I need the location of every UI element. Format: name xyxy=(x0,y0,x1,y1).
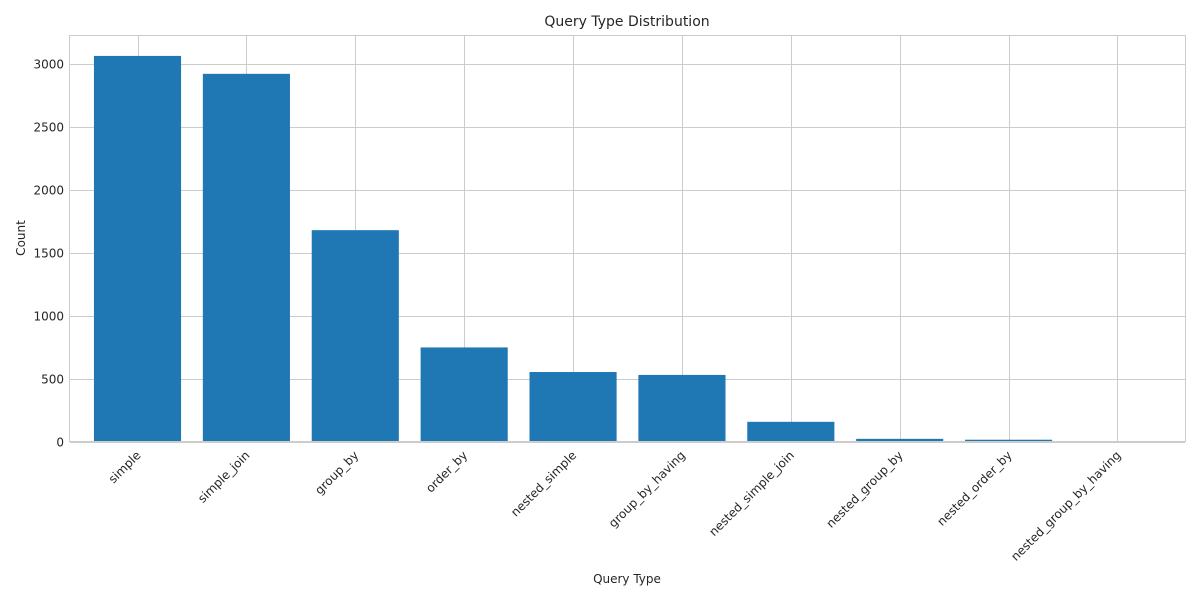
bar-simple xyxy=(93,55,182,442)
x-tick-label: nested_simple_join xyxy=(706,448,797,539)
bar-group_by_having xyxy=(638,374,726,442)
y-tick-label: 500 xyxy=(41,373,64,387)
x-tick-label: simple_join xyxy=(195,448,252,505)
x-tick-label: group_by xyxy=(312,448,361,497)
x-tick-label: simple xyxy=(106,448,144,486)
x-tick-label: group_by_having xyxy=(606,448,688,530)
x-axis-label: Query Type xyxy=(593,572,661,586)
x-tick-label: order_by xyxy=(423,448,470,495)
y-tick-label: 3000 xyxy=(33,58,64,72)
bars xyxy=(93,55,1162,443)
x-tick-label: nested_order_by xyxy=(934,448,1014,528)
y-axis-label: Count xyxy=(14,220,28,256)
bar-group_by xyxy=(311,230,399,442)
y-tick-label: 1500 xyxy=(33,247,64,261)
bar-nested_simple_join xyxy=(747,421,835,442)
chart-title: Query Type Distribution xyxy=(544,14,709,30)
x-tick-label: nested_group_by_having xyxy=(1008,448,1123,563)
x-axis-ticks: simple simple_join group_by order_by nested_… xyxy=(106,448,1124,563)
x-tick-label: nested_simple xyxy=(508,448,579,519)
x-tick-label: nested_group_by xyxy=(823,448,905,530)
bar-simple_join xyxy=(202,73,290,443)
bar-order_by xyxy=(420,347,508,442)
y-tick-label: 0 xyxy=(56,436,64,450)
plot-frame xyxy=(69,35,1186,442)
bar-nested_group_by xyxy=(856,438,944,442)
y-tick-label: 1000 xyxy=(33,310,64,324)
y-axis-ticks: 0 500 1000 1500 2000 2500 3000 xyxy=(33,58,64,450)
bar-nested_order_by xyxy=(965,439,1053,442)
y-tick-label: 2500 xyxy=(33,121,64,135)
y-tick-label: 2000 xyxy=(33,184,64,198)
bar-nested_simple xyxy=(529,372,617,442)
